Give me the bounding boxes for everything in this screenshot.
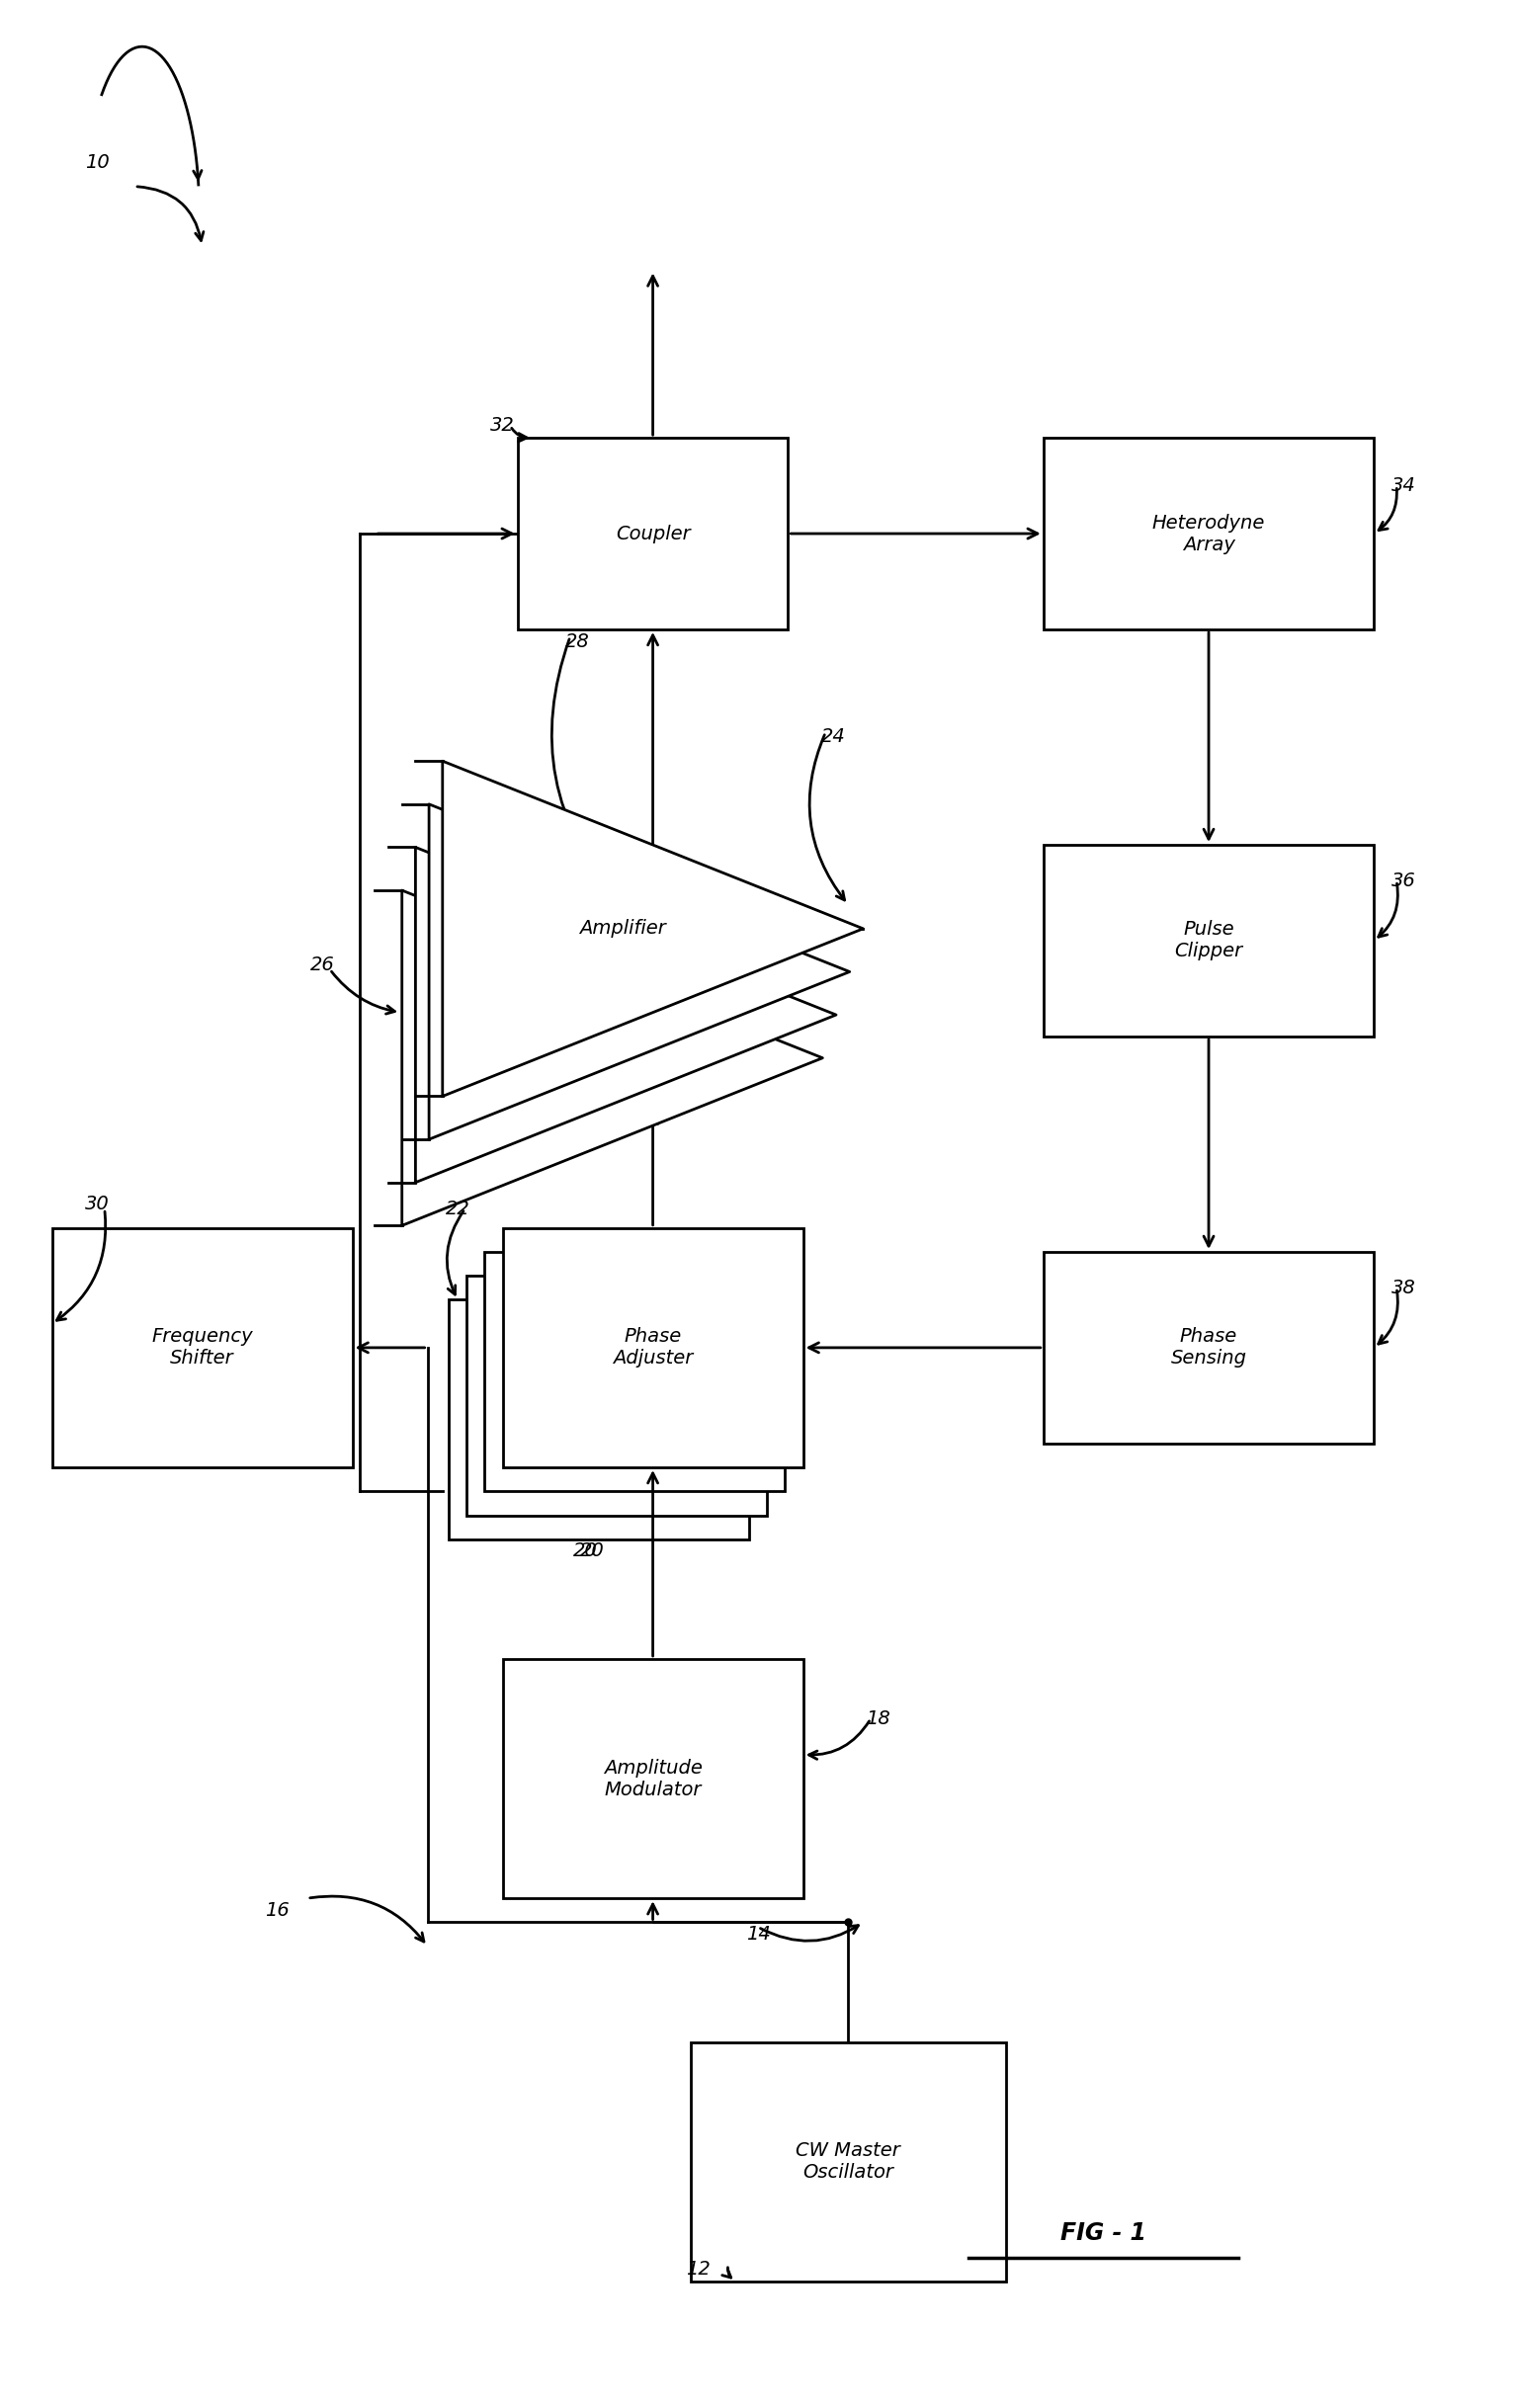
Bar bbox=[690, 2042, 1007, 2280]
Text: 14: 14 bbox=[746, 1924, 770, 1943]
Bar bbox=[1043, 438, 1373, 628]
Text: Phase
Sensing: Phase Sensing bbox=[1170, 1327, 1246, 1368]
Text: Amplitude
Modulator: Amplitude Modulator bbox=[603, 1758, 702, 1799]
Polygon shape bbox=[429, 804, 849, 1139]
Text: 32: 32 bbox=[490, 417, 515, 436]
Text: 10: 10 bbox=[85, 154, 109, 171]
Text: 12: 12 bbox=[685, 2261, 709, 2278]
Text: Heterodyne
Array: Heterodyne Array bbox=[1152, 513, 1266, 554]
Bar bbox=[1043, 1252, 1373, 1442]
Bar bbox=[467, 1276, 767, 1515]
Bar bbox=[449, 1300, 749, 1539]
Text: FIG - 1: FIG - 1 bbox=[1061, 2223, 1146, 2244]
Text: Pulse
Clipper: Pulse Clipper bbox=[1175, 920, 1243, 961]
Bar bbox=[1043, 845, 1373, 1035]
Bar bbox=[517, 438, 788, 628]
Text: 20: 20 bbox=[581, 1541, 605, 1560]
Text: Amplifier: Amplifier bbox=[579, 920, 666, 939]
Text: 22: 22 bbox=[446, 1199, 470, 1218]
Bar bbox=[485, 1252, 785, 1491]
Text: 30: 30 bbox=[85, 1194, 109, 1214]
Polygon shape bbox=[415, 848, 837, 1182]
Bar bbox=[503, 1659, 803, 1898]
Text: Phase
Adjuster: Phase Adjuster bbox=[612, 1327, 693, 1368]
Text: 36: 36 bbox=[1392, 872, 1416, 891]
Bar bbox=[503, 1228, 803, 1466]
Polygon shape bbox=[402, 891, 823, 1226]
Text: 24: 24 bbox=[820, 727, 846, 746]
Bar bbox=[52, 1228, 352, 1466]
Text: Coupler: Coupler bbox=[615, 525, 690, 542]
Polygon shape bbox=[443, 761, 863, 1096]
Text: 28: 28 bbox=[565, 631, 590, 650]
Text: 26: 26 bbox=[311, 956, 335, 973]
Text: 18: 18 bbox=[866, 1710, 890, 1729]
Text: Frequency
Shifter: Frequency Shifter bbox=[152, 1327, 253, 1368]
Text: 20: 20 bbox=[573, 1541, 597, 1560]
Text: CW Master
Oscillator: CW Master Oscillator bbox=[796, 2141, 901, 2182]
Text: 16: 16 bbox=[265, 1900, 290, 1919]
Text: 34: 34 bbox=[1392, 477, 1416, 496]
Text: 38: 38 bbox=[1392, 1279, 1416, 1298]
